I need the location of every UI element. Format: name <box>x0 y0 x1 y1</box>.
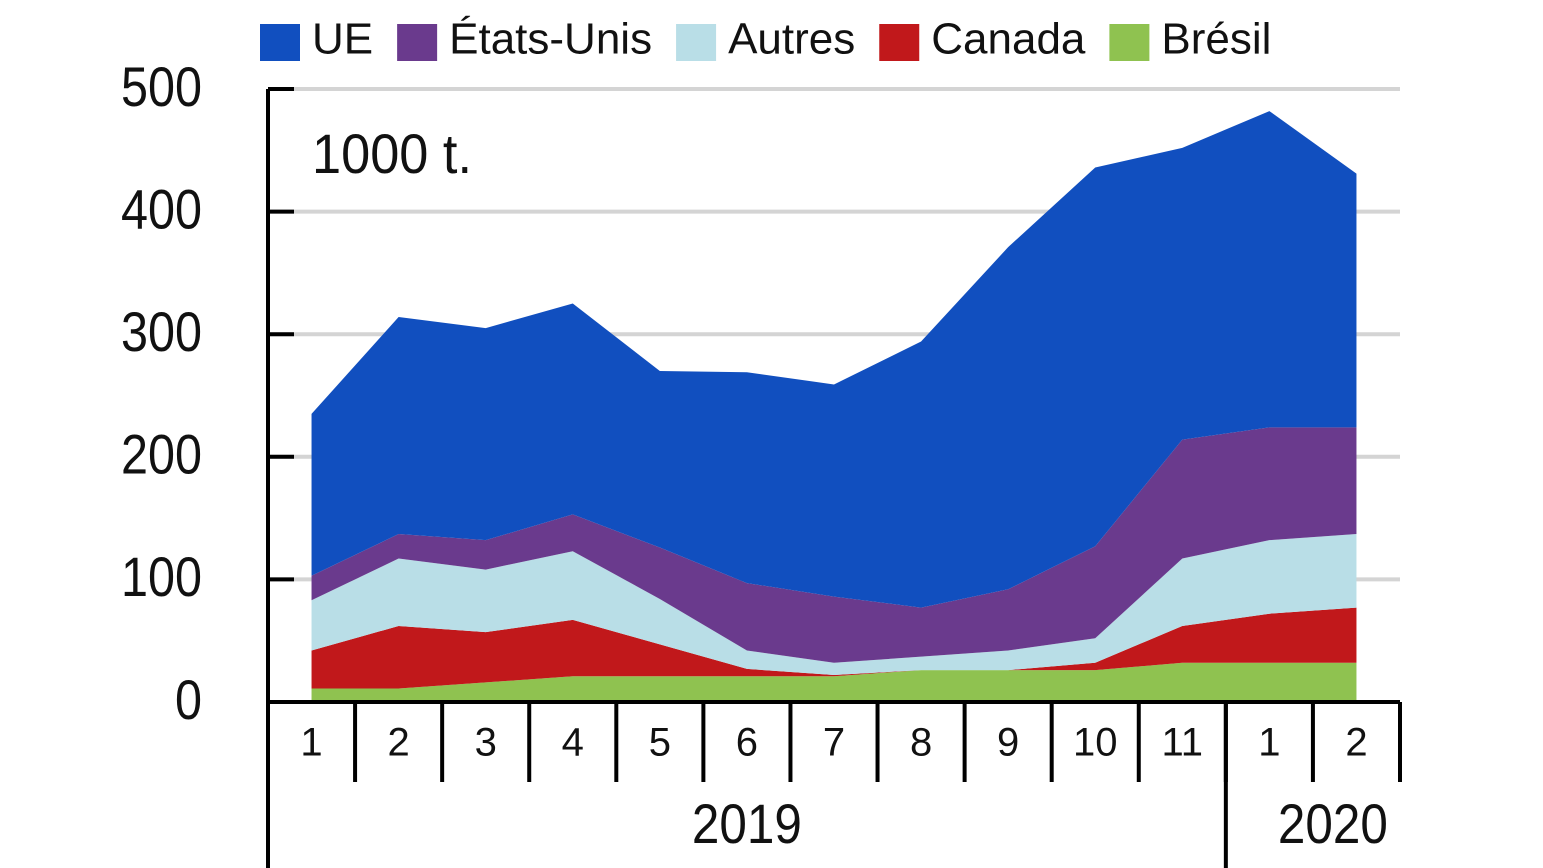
x-tick-label: 9 <box>997 721 1019 765</box>
area <box>311 607 1357 689</box>
legend-label: Autres <box>728 15 855 64</box>
x-tick-label: 10 <box>1073 721 1118 765</box>
area <box>311 111 1357 608</box>
group-label: 2020 <box>1278 792 1388 855</box>
y-tick-label: 400 <box>121 177 202 240</box>
unit-annotation: 1000 t. <box>312 122 472 185</box>
y-tick-label: 200 <box>121 423 202 486</box>
group-label: 2019 <box>692 792 802 855</box>
legend-swatch <box>879 24 920 61</box>
y-tick-label: 100 <box>121 545 202 608</box>
y-tick-label: 0 <box>175 668 202 731</box>
area <box>311 534 1357 676</box>
legend-swatch <box>260 24 300 61</box>
legend-label: Canada <box>931 15 1086 64</box>
x-tick-label: 7 <box>823 721 845 765</box>
area <box>311 427 1357 663</box>
x-tick-label: 1 <box>1258 721 1280 765</box>
legend-swatch <box>1109 24 1150 61</box>
x-tick-label: 1 <box>300 721 322 765</box>
area <box>311 662 1357 702</box>
x-tick-label: 8 <box>910 721 932 765</box>
x-tick-label: 2 <box>387 721 409 765</box>
x-tick-label: 4 <box>562 721 584 765</box>
x-tick-label: 11 <box>1162 721 1204 765</box>
legend-swatch <box>676 24 717 61</box>
legend-label: Brésil <box>1161 15 1271 64</box>
legend-label: États-Unis <box>449 15 652 64</box>
x-tick-label: 3 <box>475 721 497 765</box>
legend-swatch <box>397 24 438 61</box>
y-tick-label: 500 <box>121 55 202 118</box>
legend-label: UE <box>312 15 373 64</box>
x-tick-label: 6 <box>736 721 758 765</box>
x-tick-label: 5 <box>649 721 671 765</box>
x-tick-label: 2 <box>1345 721 1367 765</box>
y-tick-label: 300 <box>121 300 202 363</box>
